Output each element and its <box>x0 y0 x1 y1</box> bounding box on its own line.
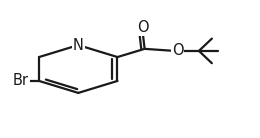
Text: O: O <box>137 20 148 35</box>
Text: O: O <box>172 43 183 58</box>
Text: N: N <box>73 38 84 53</box>
Text: Br: Br <box>13 73 29 88</box>
